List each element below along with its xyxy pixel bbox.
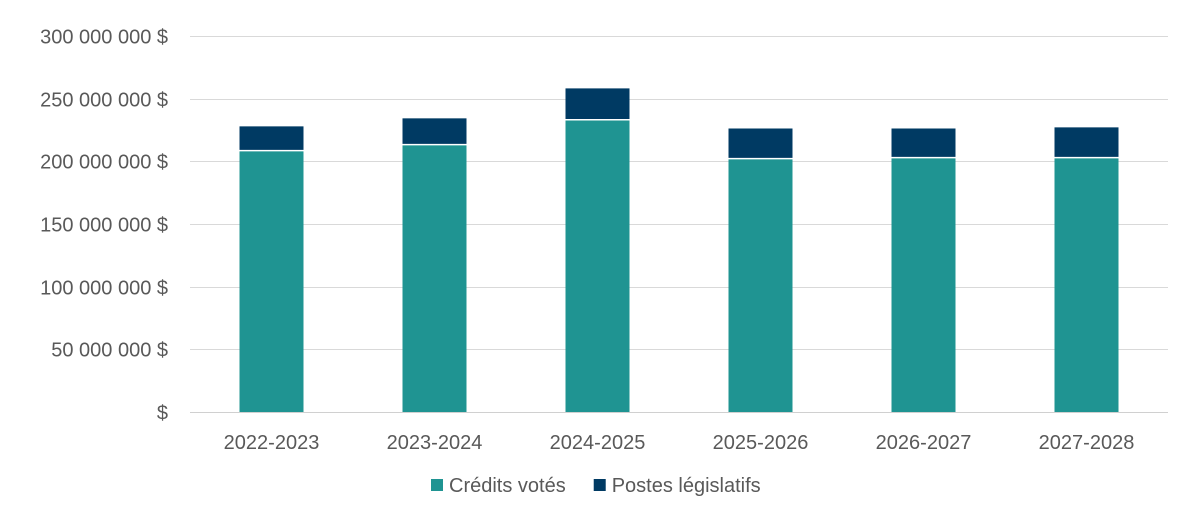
legend-swatch — [431, 479, 443, 491]
x-tick-label: 2023-2024 — [387, 432, 483, 454]
x-tick-label: 2022-2023 — [224, 432, 320, 454]
x-tick-label: 2025-2026 — [713, 432, 809, 454]
bar-segment-postes-legislatifs — [728, 128, 793, 159]
legend-swatch — [593, 479, 606, 491]
y-tick-label: 150 000 000 $ — [40, 215, 168, 237]
bar-segment-postes-legislatifs — [565, 88, 630, 120]
bar-segment-credits-votes — [728, 158, 793, 412]
x-tick-label: 2027-2028 — [1039, 432, 1135, 454]
bar-segment-postes-legislatifs — [891, 128, 956, 158]
x-tick-label: 2026-2027 — [876, 432, 972, 454]
bar-segment-credits-votes — [565, 119, 630, 413]
legend-label: Crédits votés — [449, 475, 566, 497]
bar-segment-credits-votes — [1054, 157, 1119, 412]
y-tick-label: 200 000 000 $ — [40, 152, 168, 174]
bar-segment-postes-legislatifs — [402, 118, 467, 145]
x-tick-label: 2024-2025 — [550, 432, 646, 454]
bar-segment-credits-votes — [239, 150, 304, 412]
legend-label: Postes législatifs — [612, 475, 761, 497]
bar-segment-credits-votes — [402, 144, 467, 412]
y-tick-label: 50 000 000 $ — [51, 340, 168, 362]
bar-segment-postes-legislatifs — [1054, 127, 1119, 158]
y-tick-label: 100 000 000 $ — [40, 278, 168, 300]
y-tick-label: 250 000 000 $ — [40, 90, 168, 112]
y-tick-label: $ — [157, 403, 168, 425]
bar-segment-credits-votes — [891, 157, 956, 412]
bar-segment-postes-legislatifs — [239, 126, 304, 151]
y-tick-label: 300 000 000 $ — [40, 27, 168, 49]
